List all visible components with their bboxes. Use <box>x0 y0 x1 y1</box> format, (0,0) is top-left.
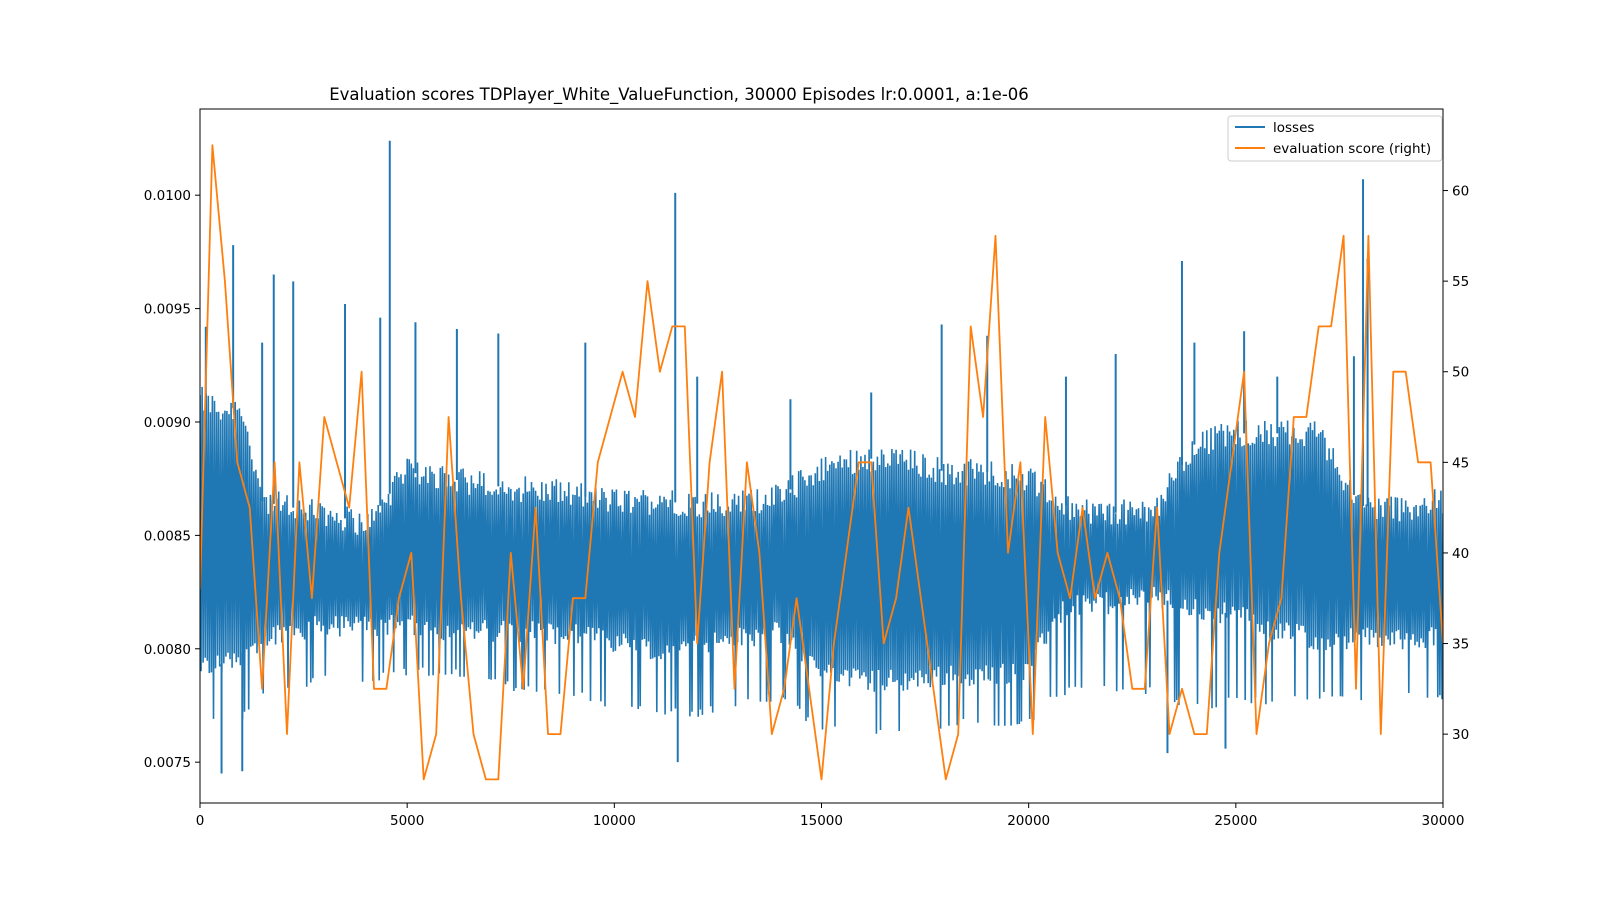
chart-title: Evaluation scores TDPlayer_White_ValueFu… <box>329 85 1029 105</box>
evaluation-score-line <box>200 144 1443 781</box>
score-series <box>200 144 1443 781</box>
y-right-tick-label: 30 <box>1452 727 1469 743</box>
y-left-tick-label: 0.0080 <box>144 642 191 658</box>
axes: 0 5000 10000 15000 20000 25000 30000 0.0075 0.00… <box>144 108 1469 829</box>
x-tick-label: 15000 <box>800 813 843 829</box>
x-tick-label: 0 <box>196 813 205 829</box>
y-left-tick-label: 0.0075 <box>144 755 191 771</box>
y-right-tick-label: 60 <box>1452 184 1469 200</box>
y-right-tick-label: 35 <box>1452 637 1469 653</box>
y-left-tick-label: 0.0100 <box>144 188 191 204</box>
legend-box <box>1227 115 1443 162</box>
y-left-tick-label: 0.0090 <box>144 415 191 431</box>
y-right-tick-label: 40 <box>1452 546 1469 562</box>
y-left-tick-label: 0.0085 <box>144 528 191 544</box>
y-right-tick-label: 45 <box>1452 455 1469 471</box>
losses-line <box>200 386 1443 734</box>
legend-losses-label: losses <box>1273 120 1314 136</box>
x-tick-label: 10000 <box>593 813 636 829</box>
x-tick-label: 20000 <box>1007 813 1050 829</box>
x-tick-label: 25000 <box>1214 813 1257 829</box>
legend: losses evaluation score (right) <box>1227 115 1443 162</box>
x-tick-label: 5000 <box>390 813 424 829</box>
y-right-tick-label: 55 <box>1452 274 1469 290</box>
y-right-tick-label: 50 <box>1452 365 1469 381</box>
legend-score-label: evaluation score (right) <box>1273 141 1431 157</box>
y-left-tick-label: 0.0095 <box>144 302 191 318</box>
x-tick-label: 30000 <box>1422 813 1465 829</box>
